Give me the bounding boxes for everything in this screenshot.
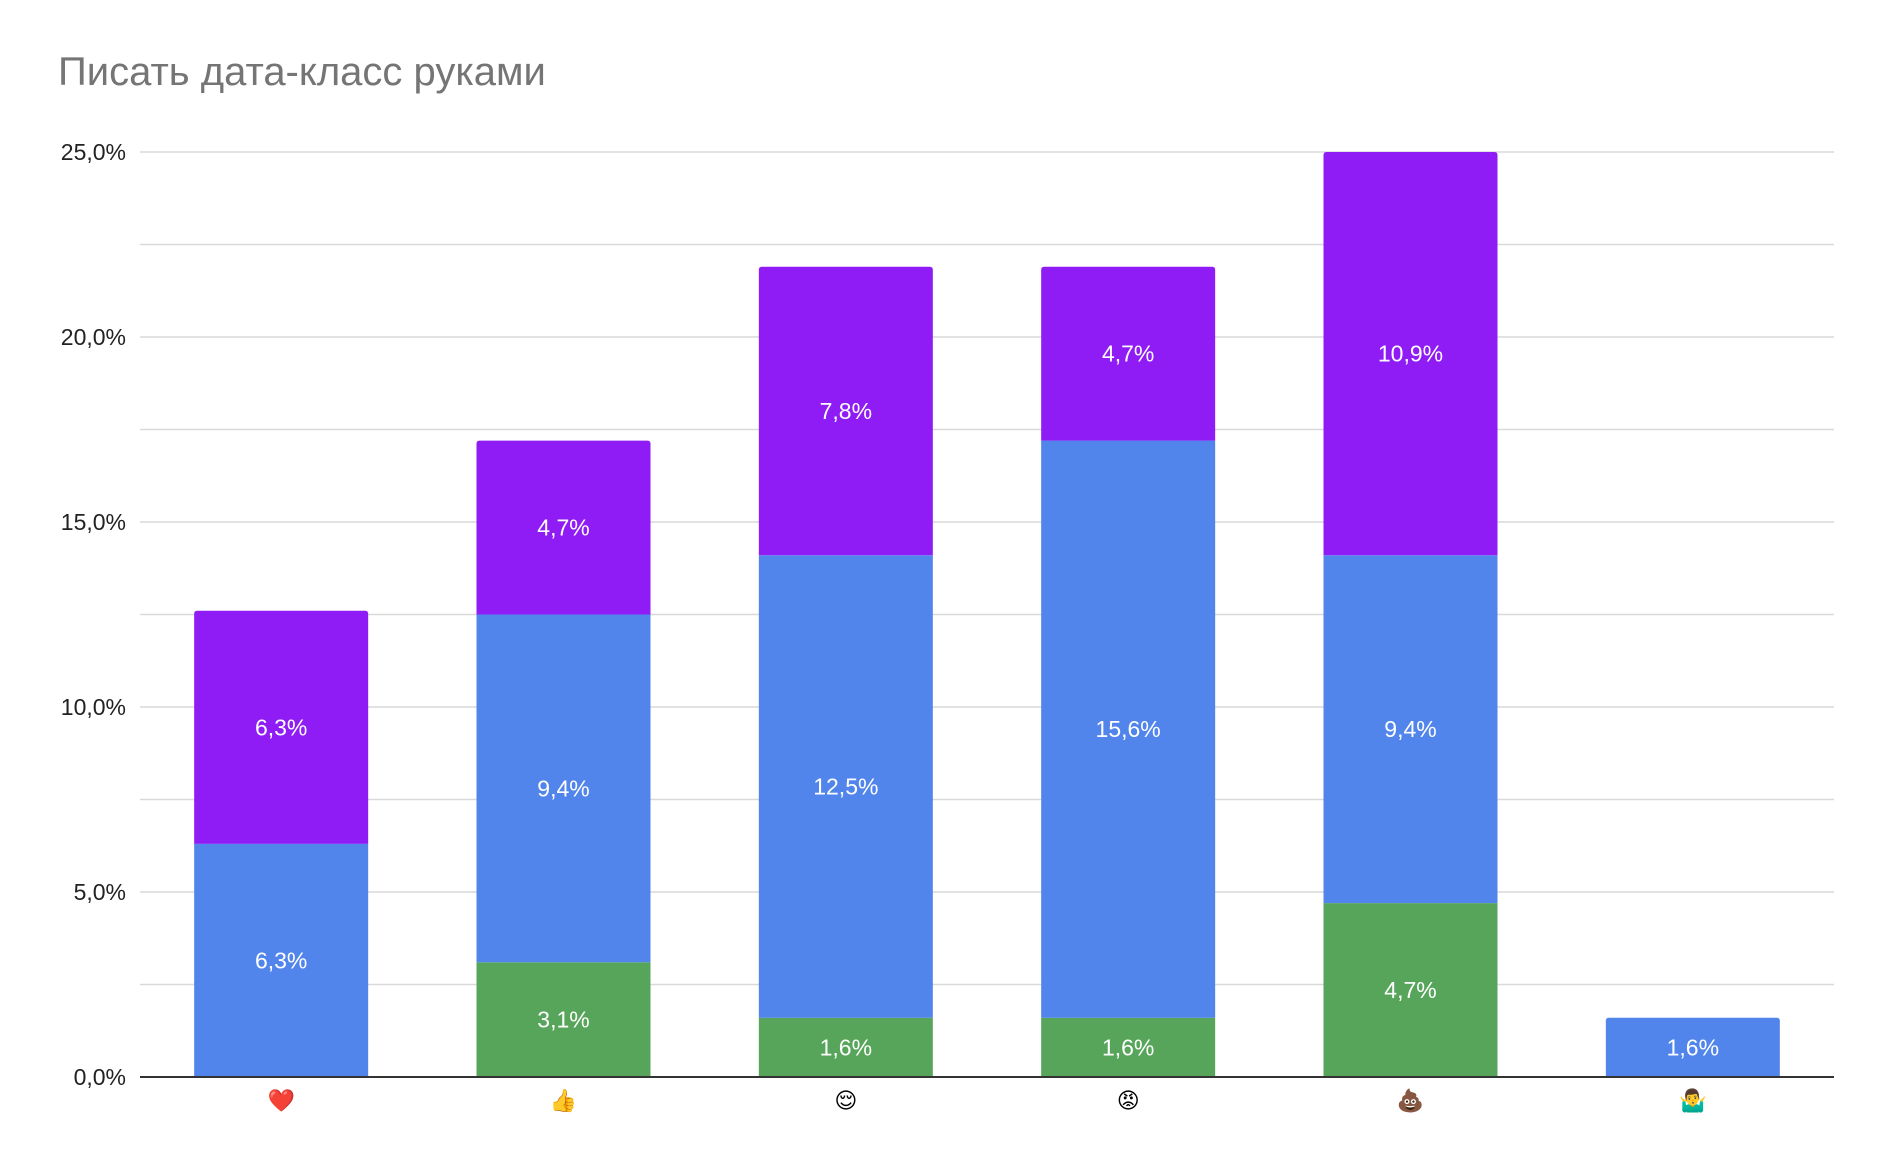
y-tick-label: 15,0% <box>61 509 126 535</box>
y-tick-label: 10,0% <box>61 694 126 720</box>
data-label: 3,1% <box>537 1007 589 1033</box>
x-category-label: 👍 <box>550 1088 577 1114</box>
bar-segment <box>758 266 933 556</box>
bar-segment <box>758 1017 933 1077</box>
bar-segment <box>476 614 651 963</box>
data-label: 9,4% <box>1384 716 1436 742</box>
bar-segment <box>1323 903 1498 1077</box>
data-labels: 6,3% 6,3% 3,1% 9,4% 4,7% 1,6% 12,5% 7,8% 1,6% 15,… <box>255 341 1719 1061</box>
bar-segment <box>194 610 369 844</box>
data-label: 4,7% <box>1102 341 1154 367</box>
bar-segment <box>1605 1017 1780 1077</box>
bar-segment <box>758 555 933 1018</box>
data-label: 6,3% <box>255 947 307 973</box>
y-tick-label: 25,0% <box>61 139 126 165</box>
data-label: 1,6% <box>1667 1034 1719 1060</box>
x-category-label: 🤷‍♂️ <box>1679 1087 1706 1114</box>
gridlines <box>140 151 1834 986</box>
x-category-label: 😡 <box>1117 1089 1140 1114</box>
bar-segment <box>1323 555 1498 904</box>
bar-segment <box>1323 152 1498 556</box>
y-tick-label: 5,0% <box>74 879 126 905</box>
y-axis-tick-labels: 0,0% 5,0% 10,0% 15,0% 20,0% 25,0% <box>61 139 126 1090</box>
x-category-label: 😌 <box>834 1089 857 1114</box>
data-label: 7,8% <box>820 398 872 424</box>
data-label: 15,6% <box>1096 716 1161 742</box>
data-label: 4,7% <box>537 515 589 541</box>
data-label: 1,6% <box>1102 1034 1154 1060</box>
y-tick-label: 0,0% <box>74 1064 126 1090</box>
data-label: 9,4% <box>537 775 589 801</box>
bar-segment <box>194 843 369 1077</box>
bars <box>194 152 1780 1077</box>
data-label: 10,9% <box>1378 341 1443 367</box>
bar-segment <box>476 962 651 1077</box>
x-category-label: ❤️ <box>267 1088 295 1114</box>
x-axis-category-labels: ❤️ 👍 😌 😡 💩 🤷‍♂️ <box>267 1087 1706 1114</box>
chart-title: Писать дата-класс руками <box>58 50 546 94</box>
x-category-label: 💩 <box>1397 1088 1424 1114</box>
data-label: 6,3% <box>255 714 307 740</box>
bar-segment <box>1041 440 1216 1018</box>
bar-segment <box>1041 1017 1216 1077</box>
y-tick-label: 20,0% <box>61 324 126 350</box>
data-label: 12,5% <box>813 774 878 800</box>
bar-segment <box>476 440 651 615</box>
data-label: 1,6% <box>820 1034 872 1060</box>
data-label: 4,7% <box>1384 977 1436 1003</box>
bar-segment <box>1041 266 1216 441</box>
